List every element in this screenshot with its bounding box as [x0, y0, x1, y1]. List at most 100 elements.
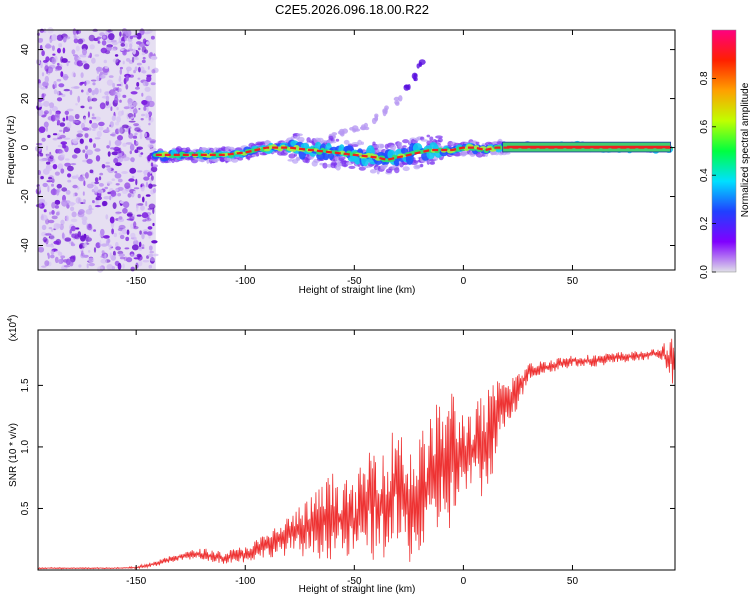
noise-speckle [67, 115, 75, 122]
noise-speckle [111, 115, 116, 121]
noise-speckle [137, 193, 141, 199]
noise-speckle [57, 137, 62, 140]
noise-speckle [149, 257, 156, 262]
noise-speckle [131, 35, 139, 38]
noise-speckle [139, 230, 142, 235]
noise-speckle [118, 88, 122, 92]
snr-panel: -150 -100 -50 0 50 0.5 1.0 1.5 Height of strai… [7, 315, 676, 595]
noise-speckle [88, 95, 93, 103]
scale-factor-label: (x104) [7, 315, 19, 342]
noise-speckle [59, 93, 63, 96]
noise-speckle [105, 95, 110, 102]
noise-speckle [41, 265, 47, 268]
noise-speckle [73, 33, 77, 40]
noise-speckle [56, 119, 61, 125]
noise-speckle [150, 82, 156, 86]
bottom-y-axis-label: SNR (10 * v/v) [8, 423, 19, 487]
noise-speckle [65, 158, 70, 161]
noise-speckle [104, 66, 109, 69]
noise-speckle [110, 147, 115, 150]
noise-speckle [111, 48, 116, 51]
scale-factor-base: (x10 [8, 321, 19, 341]
noise-speckle [112, 82, 115, 88]
noise-speckle [102, 35, 106, 39]
noise-speckle [41, 202, 44, 206]
noise-speckle [130, 91, 138, 95]
noise-speckle [106, 44, 112, 52]
noise-speckle [137, 45, 142, 49]
noise-speckle [75, 36, 80, 39]
noise-speckle [60, 71, 64, 78]
noise-speckle [56, 90, 60, 96]
noise-speckle [73, 54, 78, 57]
noise-speckle [147, 143, 154, 148]
noise-speckle [73, 255, 76, 260]
noise-speckle [93, 143, 96, 149]
noise-speckle [99, 172, 104, 176]
bottom-y-tick-label: 0.5 [20, 501, 31, 515]
noise-speckle [140, 152, 144, 155]
noise-speckle [131, 56, 135, 63]
noise-speckle [117, 262, 122, 270]
noise-speckle [122, 50, 127, 56]
ridge-halo-point [348, 165, 356, 169]
noise-speckle [106, 168, 112, 171]
noise-speckle [40, 61, 43, 69]
noise-speckle [97, 189, 104, 194]
ridge-halo-point [343, 163, 347, 167]
noise-speckle [137, 260, 143, 267]
noise-speckle [106, 264, 114, 270]
noise-speckle [47, 185, 50, 193]
noise-speckle [133, 133, 137, 136]
noise-speckle [74, 234, 81, 240]
noise-speckle [134, 149, 139, 154]
noise-speckle [126, 229, 130, 235]
noise-speckle [88, 262, 95, 267]
noise-speckle [141, 59, 146, 64]
noise-speckle [55, 189, 60, 196]
noise-speckle [82, 191, 85, 196]
noise-speckle [148, 245, 153, 251]
bottom-x-tick-label: 50 [567, 576, 579, 587]
noise-speckle [112, 250, 116, 257]
noise-speckle [135, 178, 138, 186]
secondary-trace [328, 59, 426, 140]
ridge-halo-point [402, 139, 410, 144]
noise-speckle [79, 138, 84, 144]
noise-speckle [148, 122, 151, 126]
noise-speckle [49, 38, 52, 43]
ridge-halo-point [330, 140, 337, 144]
noise-speckle [101, 40, 107, 46]
noise-speckle [64, 237, 72, 242]
noise-speckle [47, 157, 54, 162]
noise-speckle [95, 155, 101, 162]
noise-speckle [152, 222, 155, 227]
secondary-trace-point [384, 107, 388, 115]
noise-speckle [54, 199, 61, 205]
noise-speckle [145, 137, 152, 141]
noise-speckle [50, 249, 55, 255]
ridge-halo-point [394, 167, 400, 174]
noise-speckle [94, 148, 101, 152]
noise-speckle [100, 258, 107, 264]
noise-speckle [60, 255, 66, 259]
noise-speckle [69, 256, 75, 259]
noise-speckle [51, 57, 56, 65]
bottom-y-tick-label: 1.5 [20, 378, 31, 392]
noise-speckle [59, 122, 66, 127]
noise-speckle [129, 150, 132, 155]
noise-speckle [82, 198, 86, 205]
noise-speckle [111, 132, 116, 138]
noise-speckle [43, 100, 50, 107]
noise-speckle [112, 58, 119, 63]
noise-speckle [69, 261, 74, 267]
noise-speckle [120, 48, 124, 52]
noise-speckle [97, 41, 101, 44]
noise-speckle [41, 224, 47, 231]
noise-speckle [127, 38, 133, 42]
noise-speckle [57, 62, 60, 66]
secondary-trace-point [340, 131, 345, 137]
noise-speckle [78, 209, 85, 215]
noise-speckle [49, 234, 55, 241]
noise-speckle [114, 139, 122, 146]
